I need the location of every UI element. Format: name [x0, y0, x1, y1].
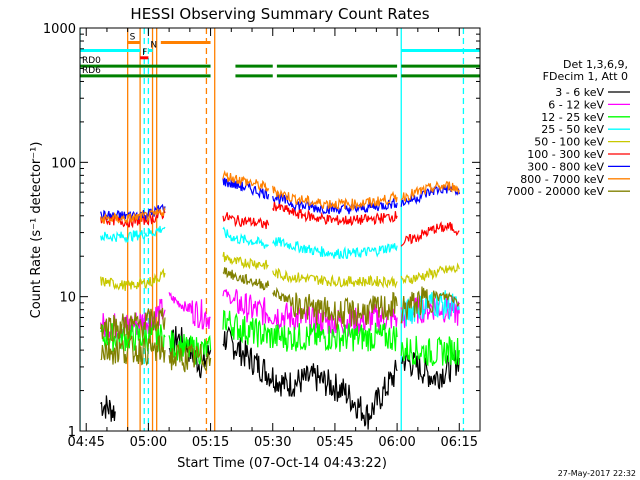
- series-line-7-0: [100, 205, 166, 224]
- legend-label-7: 800 - 7000 keV: [520, 173, 604, 186]
- legend-header-2: FDecim 1, Att 0: [543, 70, 628, 83]
- y-tick-label-0: 1: [68, 425, 76, 440]
- series-line-4-0: [100, 267, 166, 292]
- series-line-7-3: [400, 180, 460, 203]
- x-tick-label-4: 05:45: [316, 435, 353, 450]
- legend-label-1: 6 - 12 keV: [548, 98, 604, 111]
- series-line-3-1: [222, 226, 269, 249]
- legend-label-6: 300 - 800 keV: [527, 160, 604, 173]
- x-tick-label-6: 06:15: [441, 435, 478, 450]
- y-tick-label-1: 10: [59, 291, 76, 306]
- x-tick-label-3: 05:30: [254, 435, 291, 450]
- state-bar-label-1: RD6: [82, 66, 101, 76]
- legend-label-8: 7000 - 20000 keV: [506, 185, 604, 198]
- x-axis-label: Start Time (07-Oct-14 04:43:22): [177, 456, 387, 471]
- state-bar-label-3: S: [130, 32, 136, 42]
- y-axis-label: Count Rate (s⁻¹ detector⁻¹): [29, 142, 44, 319]
- x-tick-label-2: 05:15: [192, 435, 229, 450]
- series-line-3-0: [100, 225, 166, 243]
- series-line-4-2: [272, 267, 398, 289]
- state-bar-label-5: F: [142, 48, 147, 58]
- series-line-9-1: [168, 343, 212, 373]
- chart-title: HESSI Observing Summary Count Rates: [130, 5, 429, 23]
- series-line-8-0: [100, 307, 166, 343]
- legend-label-2: 12 - 25 keV: [541, 111, 604, 124]
- series-line-4-1: [222, 251, 269, 271]
- series-line-3-2: [272, 237, 398, 260]
- series-line-3-3: [400, 290, 460, 327]
- series-line-5-3: [400, 221, 460, 247]
- legend-label-4: 50 - 100 keV: [534, 136, 604, 149]
- axes: 04:45 05:00 05:15 05:30 05:45 06:00 06:15 1 10 10…: [43, 22, 480, 450]
- series-line-6-0: [100, 203, 166, 222]
- legend-label-5: 100 - 300 keV: [527, 148, 604, 161]
- series-line-0-0: [100, 395, 116, 422]
- series-line-9-0: [100, 334, 166, 366]
- plot-frame: [79, 27, 481, 432]
- series-line-8-3: [400, 286, 460, 324]
- x-tick-label-5: 06:00: [378, 435, 415, 450]
- legend-label-0: 3 - 6 keV: [555, 86, 604, 99]
- series-line-8-1: [222, 267, 270, 291]
- series-line-0-3: [400, 350, 460, 390]
- state-bar-label-6: N: [150, 40, 157, 50]
- footer-date: 27-May-2017 22:32: [558, 469, 636, 478]
- series-line-5-1: [222, 212, 270, 230]
- series-line-0-2: [222, 326, 398, 430]
- state-bar-label-0: RD0: [82, 56, 101, 66]
- y-tick-label-3: 1000: [43, 22, 76, 37]
- series-line-8-2: [272, 286, 398, 331]
- x-tick-label-0: 04:45: [67, 435, 104, 450]
- series-line-4-3: [400, 262, 460, 285]
- series-line-2-3: [400, 335, 460, 367]
- series-line-2-2: [222, 309, 398, 352]
- x-tick-label-1: 05:00: [130, 435, 167, 450]
- legend: Det 1,3,6,9, FDecim 1, Att 0 3 - 6 keV6 …: [506, 58, 630, 198]
- legend-header-1: Det 1,3,6,9,: [563, 58, 628, 71]
- y-tick-label-2: 100: [51, 156, 76, 171]
- series-line-1-1: [168, 292, 211, 330]
- series-line-7-1: [222, 169, 270, 193]
- series-line-7-2: [272, 185, 398, 212]
- series-line-5-2: [272, 201, 398, 227]
- legend-label-3: 25 - 50 keV: [541, 123, 604, 136]
